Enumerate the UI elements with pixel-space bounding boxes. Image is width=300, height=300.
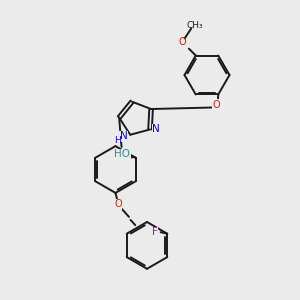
Text: O: O [178,37,186,47]
Text: N: N [120,131,128,141]
Text: HO: HO [114,149,130,159]
Text: N: N [152,124,160,134]
Text: CH₃: CH₃ [187,21,203,30]
Text: H: H [114,136,121,145]
Text: F: F [152,227,158,237]
Text: O: O [114,199,122,209]
Text: O: O [213,100,220,110]
